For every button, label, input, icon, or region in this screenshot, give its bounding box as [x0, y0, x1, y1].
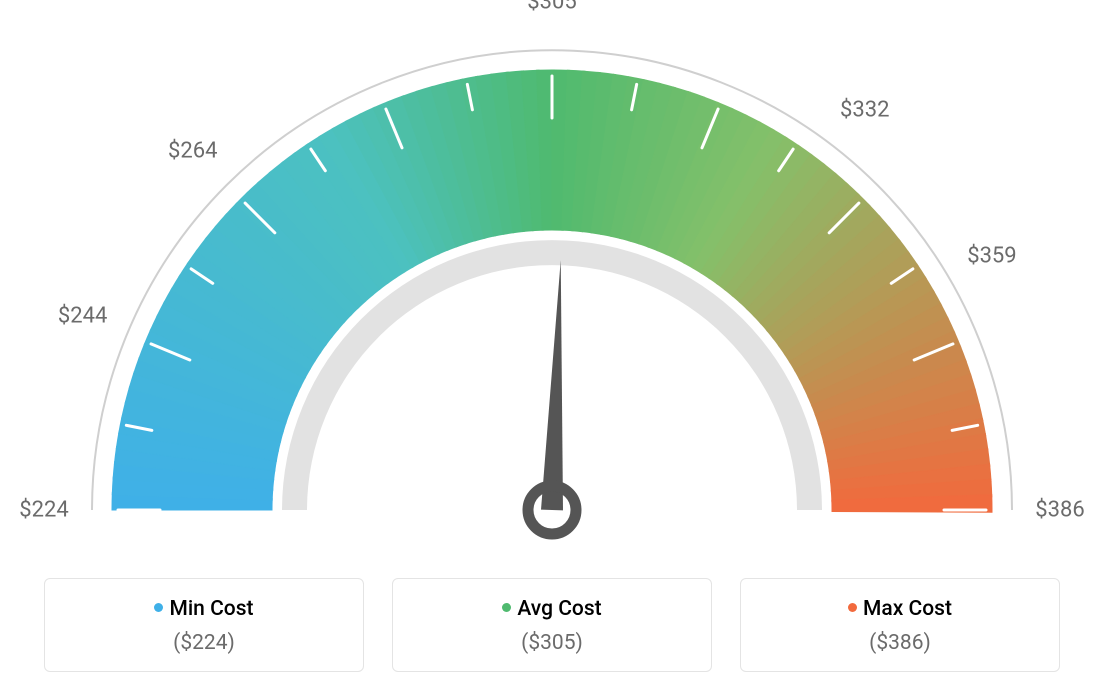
legend-row: Min Cost ($224) Avg Cost ($305) Max Cost… [0, 578, 1104, 672]
legend-max-title: Max Cost [753, 597, 1047, 621]
legend-avg-value: ($305) [405, 631, 699, 655]
gauge-chart: $224 $244 $264 $305 $332 $359 $386 [0, 0, 1104, 560]
legend-min-box: Min Cost ($224) [44, 578, 364, 672]
legend-max-label: Max Cost [863, 597, 952, 621]
dot-icon [502, 603, 511, 612]
legend-avg-title: Avg Cost [405, 597, 699, 621]
gauge-tick-label: $305 [527, 0, 576, 15]
dot-icon [848, 603, 857, 612]
gauge-tick-label: $332 [840, 97, 889, 122]
legend-min-label: Min Cost [169, 597, 253, 621]
gauge-tick-label: $224 [19, 498, 68, 523]
gauge-tick-label: $244 [58, 303, 107, 328]
legend-max-box: Max Cost ($386) [740, 578, 1060, 672]
gauge-tick-label: $359 [967, 244, 1016, 269]
gauge-svg [0, 0, 1104, 560]
gauge-tick-label: $264 [168, 138, 217, 163]
gauge-tick-label: $386 [1035, 498, 1084, 523]
legend-min-title: Min Cost [57, 597, 351, 621]
legend-avg-box: Avg Cost ($305) [392, 578, 712, 672]
legend-avg-label: Avg Cost [517, 597, 601, 621]
legend-min-value: ($224) [57, 631, 351, 655]
dot-icon [154, 603, 163, 612]
legend-max-value: ($386) [753, 631, 1047, 655]
